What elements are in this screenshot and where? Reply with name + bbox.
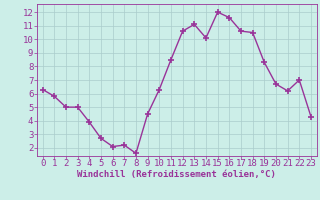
X-axis label: Windchill (Refroidissement éolien,°C): Windchill (Refroidissement éolien,°C) xyxy=(77,170,276,179)
